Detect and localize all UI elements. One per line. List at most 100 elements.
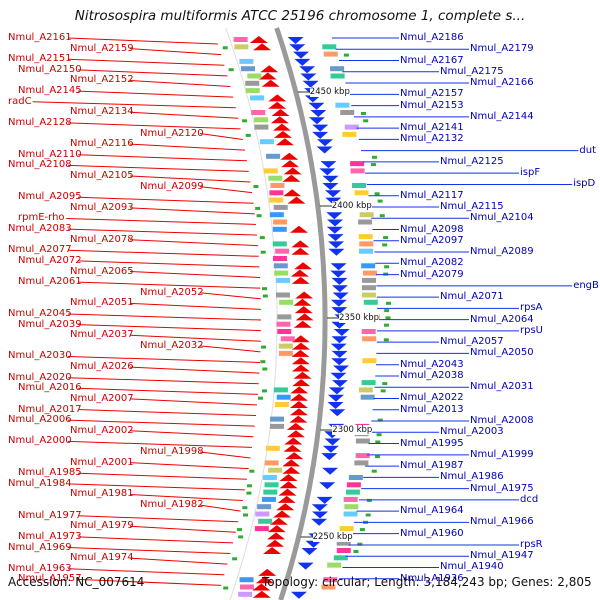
gc-tick — [253, 185, 259, 188]
left-gene-label: Nmul_A1985 — [18, 467, 82, 479]
cog-box — [273, 263, 288, 269]
cog-box — [343, 511, 358, 517]
left-leader-line — [67, 228, 258, 236]
right-gene-label: Nmul_A2117 — [400, 189, 464, 201]
cog-box — [342, 131, 357, 137]
reverse-gene-arrow — [327, 394, 344, 402]
right-gene-label: Nmul_A2104 — [470, 212, 534, 224]
cog-box — [330, 73, 345, 79]
cog-box — [276, 394, 291, 400]
cog-box — [274, 402, 289, 407]
forward-gene-arrow — [286, 430, 305, 438]
kbp-label: 2450 kbp — [309, 87, 350, 97]
cog-box — [355, 438, 370, 444]
forward-gene-arrow — [275, 138, 294, 146]
cog-box — [279, 299, 294, 305]
forward-gene-arrow — [255, 576, 274, 584]
reverse-gene-arrow — [292, 51, 309, 59]
gc-tick — [262, 294, 268, 298]
gc-tick — [383, 323, 389, 327]
right-gene-label: rpsA — [520, 302, 543, 314]
forward-gene-arrow — [267, 532, 286, 540]
forward-gene-arrow — [276, 503, 295, 511]
gc-tick — [255, 206, 261, 210]
reverse-gene-arrow — [333, 365, 350, 373]
left-leader-line — [129, 334, 261, 342]
right-gene-label: Nmul_A2157 — [400, 88, 464, 100]
reverse-gene-arrow — [331, 307, 348, 315]
cog-box — [358, 387, 373, 393]
left-gene-label: Nmul_A2110 — [18, 148, 82, 160]
left-leader-line — [199, 133, 243, 141]
left-gene-label: Nmul_A1981 — [70, 488, 134, 500]
cog-box — [272, 241, 287, 247]
cog-box — [263, 489, 278, 495]
left-leader-line — [77, 324, 261, 332]
cog-box — [359, 212, 374, 218]
forward-gene-arrow — [291, 357, 310, 365]
forward-gene-arrow — [295, 313, 314, 321]
forward-gene-arrow — [293, 298, 312, 306]
cog-box — [262, 475, 277, 480]
cog-box — [266, 153, 281, 159]
forward-gene-arrow — [294, 262, 313, 270]
forward-gene-arrow — [283, 167, 302, 175]
left-leader-line — [129, 398, 258, 406]
gc-tick — [357, 542, 363, 546]
reverse-gene-arrow — [312, 124, 329, 132]
forward-gene-arrow — [268, 101, 287, 109]
reverse-gene-arrow — [308, 102, 325, 110]
left-gene-label: Nmul_A2020 — [8, 371, 72, 383]
right-gene-label: dut — [579, 144, 596, 156]
cog-box — [273, 204, 288, 210]
gc-tick — [377, 418, 383, 422]
gc-tick — [376, 433, 382, 437]
reverse-gene-arrow — [322, 175, 339, 183]
reverse-gene-arrow — [328, 387, 345, 395]
forward-gene-arrow — [263, 547, 282, 554]
cog-box — [276, 277, 291, 283]
left-gene-label: Nmul_A2120 — [140, 127, 204, 139]
reverse-gene-arrow — [319, 168, 336, 176]
gc-tick — [375, 440, 381, 444]
right-gene-label: Nmul_A2167 — [400, 54, 464, 66]
forward-gene-arrow — [269, 517, 288, 525]
cog-box — [361, 380, 376, 386]
right-gene-label: Nmul_A1966 — [470, 516, 534, 528]
left-gene-label: Nmul_A2134 — [70, 106, 134, 118]
gc-tick — [249, 469, 255, 473]
right-gene-label: Nmul_A2115 — [440, 200, 504, 212]
right-gene-label: Nmul_A2144 — [470, 110, 534, 122]
reverse-gene-arrow — [302, 80, 319, 88]
cog-box — [258, 518, 273, 524]
right-gene-label: Nmul_A1947 — [470, 550, 534, 562]
cog-box — [335, 102, 350, 108]
inner-ring — [225, 27, 278, 600]
forward-gene-arrow — [289, 393, 308, 401]
forward-gene-arrow — [289, 408, 308, 416]
forward-gene-arrow — [282, 466, 301, 474]
left-leader-line — [77, 409, 256, 417]
right-gene-label: Nmul_A2038 — [400, 369, 464, 381]
left-gene-label: Nmul_A2061 — [18, 276, 82, 288]
left-leader-line — [67, 37, 218, 45]
right-gene-label: rpsU — [520, 324, 543, 336]
cog-box — [359, 241, 374, 247]
right-gene-label: ispD — [573, 178, 596, 190]
reverse-gene-arrow — [319, 482, 336, 490]
forward-gene-arrow — [289, 415, 308, 423]
cog-box — [336, 540, 351, 546]
left-leader-line — [77, 154, 247, 162]
cog-box — [277, 329, 292, 334]
gc-tick — [258, 396, 264, 400]
reverse-gene-arrow — [330, 263, 347, 271]
gc-tick — [360, 112, 366, 115]
kbp-label: 2400 kbp — [331, 201, 372, 211]
forward-gene-arrow — [289, 401, 308, 408]
right-gene-label: Nmul_A2008 — [470, 415, 534, 427]
gc-tick — [353, 550, 359, 553]
right-gene-label: Nmul_A2125 — [440, 155, 504, 167]
cog-box — [245, 80, 260, 86]
right-gene-label: Nmul_A1999 — [470, 448, 534, 460]
gc-tick — [261, 389, 267, 393]
